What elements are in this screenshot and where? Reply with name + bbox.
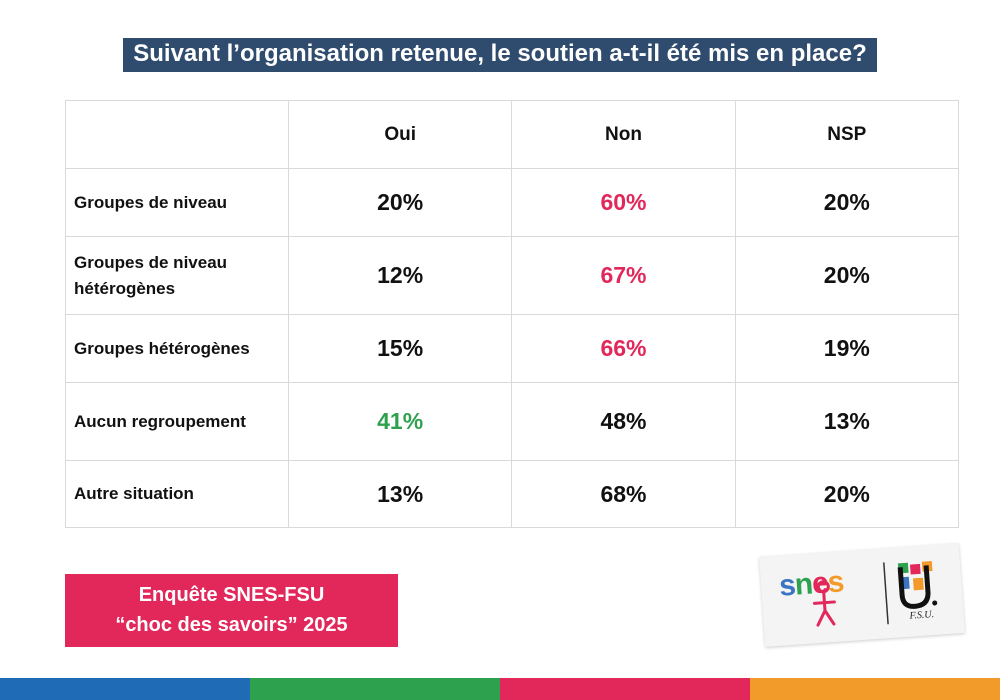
- cell-nsp: 13%: [734, 382, 960, 461]
- logo-fsu-text: F.S.U.: [909, 609, 935, 622]
- row-label: Groupes de niveau: [65, 168, 289, 237]
- wordmark-s2: s: [826, 565, 845, 600]
- banner-line-1: Enquête SNES-FSU: [138, 584, 325, 606]
- cell-non: 60%: [511, 168, 736, 237]
- row-label: Groupes hétérogènes: [65, 314, 289, 383]
- cell-nsp: 20%: [734, 460, 960, 528]
- cell-oui: 41%: [287, 382, 513, 461]
- cell-oui: 12%: [287, 236, 513, 315]
- row-label: Autre situation: [65, 460, 289, 528]
- logo-graphic: [812, 561, 938, 627]
- table-row: Aucun regroupement 41% 48% 13%: [65, 382, 960, 461]
- u-dot-icon: [932, 600, 938, 606]
- cell-nsp: 20%: [734, 168, 960, 237]
- cell-non: 67%: [511, 236, 736, 315]
- cell-non: 68%: [511, 460, 736, 528]
- cell-non: 48%: [511, 382, 736, 461]
- cell-non: 66%: [511, 314, 736, 383]
- table-row: Groupes hétérogènes 15% 66% 19%: [65, 314, 960, 383]
- table-header-row: Oui Non NSP: [65, 100, 960, 169]
- stripe-blue: [0, 678, 250, 700]
- survey-banner: Enquête SNES-FSU “choc des savoirs” 2025: [65, 574, 398, 647]
- page-title: Suivant l’organisation retenue, le souti…: [123, 38, 877, 72]
- cell-oui: 13%: [287, 460, 513, 528]
- bottom-color-stripes: [0, 678, 1000, 700]
- row-label: Aucun regroupement: [65, 382, 289, 461]
- row-label: Groupes de niveau hétérogènes: [65, 236, 289, 315]
- survey-table: Oui Non NSP Groupes de niveau 20% 60% 20…: [65, 100, 960, 528]
- table-row: Groupes de niveau hétérogènes 12% 67% 20…: [65, 236, 960, 315]
- u-letter-icon: [897, 565, 931, 609]
- cell-oui: 15%: [287, 314, 513, 383]
- banner-line-2: “choc des savoirs” 2025: [115, 614, 348, 636]
- stripe-orange: [750, 678, 1000, 700]
- header-nsp: NSP: [734, 100, 960, 169]
- title-wrapper: Suivant l’organisation retenue, le souti…: [0, 38, 1000, 72]
- logo-divider: [883, 562, 889, 625]
- u-block-red: [909, 563, 921, 575]
- stripe-red: [500, 678, 750, 700]
- figure-body-icon: [812, 591, 836, 627]
- cell-oui: 20%: [287, 168, 513, 237]
- snes-fsu-logo: snes F.S.U.: [759, 543, 965, 647]
- cell-nsp: 20%: [734, 236, 960, 315]
- header-empty: [65, 100, 289, 169]
- table-row: Groupes de niveau 20% 60% 20%: [65, 168, 960, 237]
- table-row: Autre situation 13% 68% 20%: [65, 460, 960, 528]
- header-non: Non: [511, 100, 736, 169]
- stripe-green: [250, 678, 500, 700]
- u-block-orange-2: [912, 577, 924, 591]
- logo-wordmark: snes: [778, 565, 845, 603]
- cell-nsp: 19%: [734, 314, 960, 383]
- header-oui: Oui: [287, 100, 513, 169]
